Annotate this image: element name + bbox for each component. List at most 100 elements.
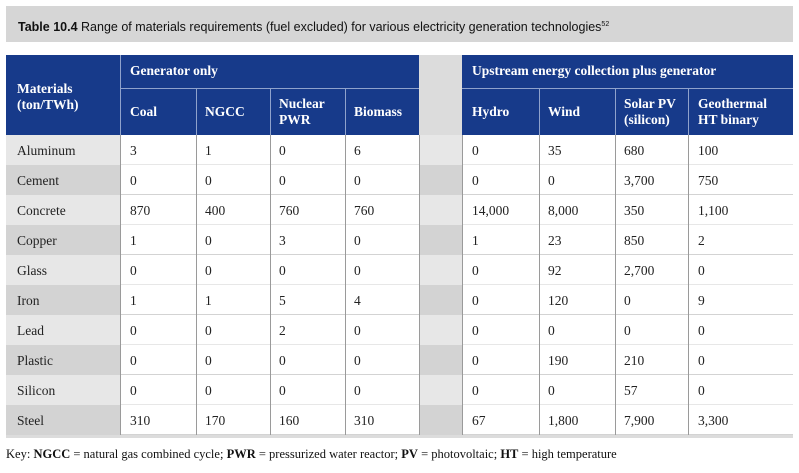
table-caption: Table 10.4 Range of materials requiremen…: [18, 20, 609, 34]
value-cell: 14,000: [472, 203, 510, 218]
cell-divider: [539, 345, 540, 375]
cell-divider: [120, 345, 121, 375]
material-label: Aluminum: [17, 143, 76, 158]
value-cell: 0: [548, 173, 555, 188]
value-cell: 4: [354, 293, 361, 308]
value-cell: 57: [624, 383, 638, 398]
value-cell: 3,700: [624, 173, 655, 188]
cell-divider: [688, 405, 689, 435]
value-panel: [120, 195, 419, 224]
value-cell: 2: [698, 233, 705, 248]
upstream-header-block: [462, 55, 793, 135]
material-cell: Glass: [6, 255, 120, 285]
cell-divider: [270, 165, 271, 195]
cell-divider: [196, 315, 197, 345]
cell-divider: [345, 285, 346, 315]
header-divider: [345, 88, 346, 135]
cell-divider: [196, 255, 197, 285]
value-cell: 350: [624, 203, 645, 218]
cell-divider: [196, 225, 197, 255]
cell-divider: [539, 375, 540, 405]
value-cell: 0: [130, 263, 137, 278]
value-panel: [462, 375, 793, 404]
cell-divider: [345, 255, 346, 285]
cell-divider: [419, 285, 420, 315]
value-cell: 760: [279, 203, 300, 218]
value-panel: [120, 375, 419, 404]
column-header: Nuclear PWR: [279, 96, 325, 127]
cell-divider: [539, 135, 540, 165]
cell-divider: [419, 195, 420, 225]
value-cell: 0: [354, 383, 361, 398]
value-cell: 850: [624, 233, 645, 248]
value-cell: 1: [130, 293, 137, 308]
table-row: Steel 310 170 160 310 67 1,800 7,900 3,300: [6, 405, 793, 435]
cell-divider: [196, 135, 197, 165]
cell-divider: [196, 285, 197, 315]
value-panel: [462, 225, 793, 254]
value-cell: 3: [279, 233, 286, 248]
cell-divider: [345, 165, 346, 195]
value-cell: 92: [548, 263, 562, 278]
cell-divider: [196, 405, 197, 435]
group-header-upstream: Upstream energy collection plus generato…: [472, 63, 717, 78]
value-panel: [120, 315, 419, 344]
value-panel: [120, 285, 419, 314]
cell-divider: [615, 375, 616, 405]
cell-divider: [462, 255, 463, 285]
cell-divider: [345, 345, 346, 375]
value-panel: [462, 405, 793, 434]
value-cell: 2,700: [624, 263, 655, 278]
key-abbreviation: PWR: [226, 447, 256, 461]
cell-divider: [462, 345, 463, 375]
value-cell: 0: [472, 143, 479, 158]
cell-divider: [462, 405, 463, 435]
cell-divider: [120, 195, 121, 225]
value-panel: [462, 195, 793, 224]
cell-divider: [615, 345, 616, 375]
cell-divider: [196, 345, 197, 375]
table-row: Concrete 870 400 760 760 14,000 8,000 350 1,100: [6, 195, 793, 225]
cell-divider: [688, 255, 689, 285]
cell-divider: [345, 135, 346, 165]
value-panel: [120, 165, 419, 194]
value-cell: 210: [624, 353, 645, 368]
value-cell: 0: [130, 353, 137, 368]
cell-divider: [615, 405, 616, 435]
value-cell: 0: [354, 173, 361, 188]
value-panel: [120, 225, 419, 254]
cell-divider: [270, 375, 271, 405]
value-panel: [462, 315, 793, 344]
header-divider: [688, 88, 689, 135]
key-abbreviation: HT: [500, 447, 519, 461]
column-header: Solar PV (silicon): [624, 96, 676, 127]
cell-divider: [615, 135, 616, 165]
cell-divider: [688, 165, 689, 195]
materials-table: Materials (ton/TWh) Generator only Upstr…: [6, 55, 793, 438]
cell-divider: [270, 195, 271, 225]
column-header: Biomass: [354, 104, 403, 119]
value-cell: 5: [279, 293, 286, 308]
group-header-generator: Generator only: [130, 63, 218, 78]
cell-divider: [419, 315, 420, 345]
table-row: Lead 0 0 2 0 0 0 0 0: [6, 315, 793, 345]
material-label: Cement: [17, 173, 59, 188]
value-panel: [120, 255, 419, 284]
value-cell: 1: [205, 293, 212, 308]
value-cell: 3,300: [698, 413, 729, 428]
header-divider: [120, 55, 121, 135]
value-cell: 760: [354, 203, 375, 218]
value-cell: 0: [698, 323, 705, 338]
material-cell: Steel: [6, 405, 120, 435]
cell-divider: [345, 195, 346, 225]
table-row: Copper 1 0 3 0 1 23 850 2: [6, 225, 793, 255]
value-cell: 0: [354, 353, 361, 368]
value-cell: 0: [472, 263, 479, 278]
value-cell: 67: [472, 413, 486, 428]
column-header: NGCC: [205, 104, 245, 119]
value-cell: 6: [354, 143, 361, 158]
value-cell: 0: [624, 323, 631, 338]
value-cell: 0: [205, 263, 212, 278]
header-divider: [270, 88, 271, 135]
value-cell: 0: [279, 383, 286, 398]
